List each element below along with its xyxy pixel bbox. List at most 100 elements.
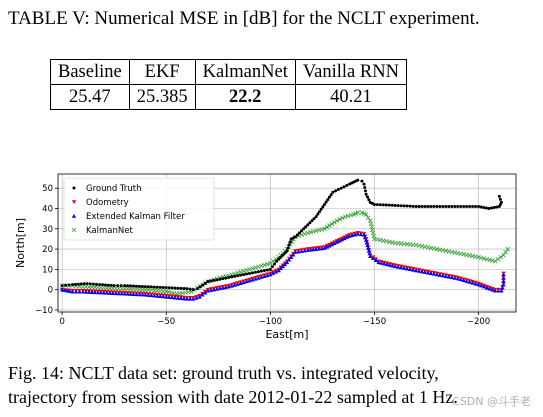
data-point (295, 233, 299, 237)
data-point (311, 229, 316, 234)
data-point (416, 268, 422, 273)
legend-entry: KalmanNet (71, 226, 133, 236)
data-point (343, 214, 348, 219)
data-point (276, 268, 281, 273)
data-point (123, 284, 127, 288)
data-point (355, 231, 360, 236)
legend-box (63, 177, 215, 241)
data-point (72, 186, 76, 190)
data-point (161, 294, 166, 299)
data-point (501, 279, 506, 284)
data-point (209, 279, 213, 283)
data-point (387, 262, 392, 267)
data-point (65, 288, 70, 293)
data-point (128, 292, 133, 296)
data-point (490, 258, 495, 263)
data-point (492, 258, 498, 264)
data-point (339, 237, 345, 242)
data-point (465, 204, 469, 208)
data-point (134, 292, 139, 297)
data-point (89, 290, 95, 294)
legend-entry: Ground Truth (72, 184, 142, 194)
data-point (363, 212, 369, 217)
data-point (125, 291, 130, 296)
data-point (329, 221, 335, 227)
data-point (77, 289, 82, 294)
data-point (98, 283, 102, 287)
data-point (194, 295, 199, 300)
data-point (119, 291, 124, 296)
data-point (495, 256, 501, 262)
data-point (106, 283, 110, 287)
table-caption: TABLE V: Numerical MSE in [dB] for the N… (8, 8, 480, 29)
data-point (164, 294, 169, 299)
data-point (453, 204, 457, 208)
series-ground-truth (60, 178, 503, 292)
data-point (161, 286, 165, 290)
data-point (365, 246, 371, 250)
data-point (364, 192, 368, 196)
data-point (110, 291, 115, 295)
data-point (429, 204, 433, 208)
data-point (71, 214, 77, 218)
data-point (218, 277, 222, 281)
data-point (112, 284, 116, 288)
data-point (387, 203, 391, 207)
data-point (458, 277, 463, 282)
data-point (95, 290, 101, 295)
header-cell-baseline: Baseline (50, 59, 130, 85)
mse-table-header-row: Baseline EKF KalmanNet Vanilla RNN (50, 59, 407, 85)
data-point (170, 286, 174, 290)
data-point (449, 275, 454, 280)
data-point (167, 295, 172, 299)
data-point (146, 285, 150, 289)
x-axis-label: East[m] (265, 328, 308, 341)
data-point (437, 273, 443, 277)
data-point (262, 269, 266, 273)
data-point (495, 205, 499, 209)
data-point (308, 221, 312, 225)
data-point (365, 243, 370, 248)
data-point (176, 286, 180, 290)
data-point (126, 284, 130, 288)
data-point (399, 265, 404, 270)
data-point (321, 205, 325, 209)
data-point (496, 288, 501, 293)
data-point (381, 203, 385, 207)
data-point (487, 257, 492, 263)
data-point (492, 288, 498, 293)
data-point (131, 292, 136, 296)
data-point (88, 282, 92, 286)
data-point (185, 287, 189, 291)
data-point (367, 251, 372, 256)
data-point (173, 286, 177, 290)
data-point (487, 207, 491, 210)
data-point (331, 190, 335, 194)
data-point (482, 205, 486, 209)
data-point (85, 282, 89, 286)
data-point (113, 291, 118, 296)
data-point (334, 189, 338, 193)
x-tick-label: −200 (467, 317, 490, 327)
data-point (278, 266, 283, 271)
data-point (426, 204, 430, 208)
data-point (319, 207, 323, 211)
data-point (236, 274, 240, 278)
data-point (76, 282, 80, 286)
data-point (384, 203, 388, 207)
data-point (288, 240, 292, 244)
data-point (284, 260, 290, 265)
data-point (490, 287, 495, 292)
data-point (312, 217, 316, 221)
data-point (501, 272, 506, 277)
data-point (405, 204, 409, 208)
data-point (471, 204, 475, 208)
data-point (476, 254, 481, 260)
data-point (268, 267, 272, 271)
data-point (332, 241, 337, 246)
data-point (104, 290, 109, 295)
data-point (411, 204, 415, 208)
data-point (432, 204, 436, 208)
data-point (101, 290, 106, 295)
data-point (149, 293, 154, 298)
